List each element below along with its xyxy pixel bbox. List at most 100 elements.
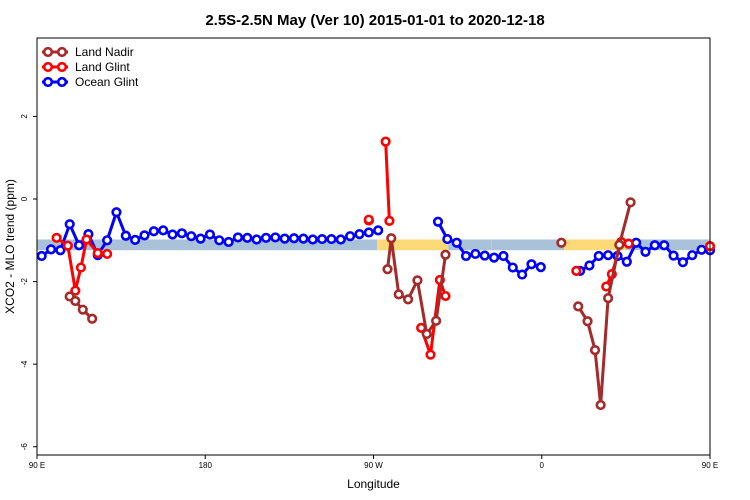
trend-band-2	[448, 239, 492, 251]
ocean-glint-point-0-4	[73, 240, 85, 251]
ocean-glint-point-0-30	[316, 233, 328, 245]
x-tick-label-4: 90 E	[702, 461, 718, 470]
ocean-glint-point-1-1	[442, 233, 453, 245]
land-nadir-point-2-0	[556, 237, 567, 248]
legend-marker-end-ocean-glint	[56, 76, 68, 88]
trend-band-1	[377, 239, 449, 251]
ocean-glint-point-1-7	[498, 250, 509, 262]
land-nadir-point-3-3	[595, 399, 606, 411]
y-axis: 2 0 -2 -4 -6	[20, 114, 37, 450]
land-glint-point-0-3	[75, 262, 87, 273]
legend-label-land-glint: Land Glint	[75, 60, 130, 74]
ocean-glint-point-0-18	[204, 229, 216, 240]
legend-marker-land-nadir	[42, 46, 54, 58]
ocean-glint-point-2-13	[696, 244, 707, 255]
y-axis-label: XCO2 - MLO trend (ppm)	[3, 179, 17, 314]
ocean-glint-point-0-35	[363, 227, 374, 238]
land-nadir-point-3-4	[603, 293, 614, 304]
ocean-glint-point-0-28	[298, 233, 309, 244]
legend-marker-land-glint	[42, 61, 54, 73]
ocean-glint-point-1-5	[479, 250, 490, 261]
ocean-glint-point-0-32	[335, 234, 346, 245]
land-nadir-point-1-2	[393, 289, 404, 300]
land-nadir-point-1-7	[440, 249, 451, 260]
ocean-glint-point-1-6	[488, 252, 500, 263]
ocean-glint-point-1-9	[517, 269, 528, 280]
ocean-glint-point-0-21	[232, 232, 244, 243]
land-glint-point-5-0	[571, 265, 582, 276]
land-glint-point-6-3	[623, 238, 634, 249]
land-nadir-point-3-2	[589, 345, 601, 356]
land-nadir-point-1-4	[412, 275, 423, 286]
trend-band-0	[37, 239, 378, 251]
ocean-glint-point-2-12	[687, 250, 698, 261]
land-nadir-point-3-5	[614, 239, 625, 250]
land-nadir-point-1-6	[431, 315, 442, 326]
land-nadir-point-1-3	[402, 294, 414, 305]
land-nadir-point-0-3	[87, 313, 98, 324]
x-tick-label-0: 90 E	[29, 461, 45, 470]
legend-marker-ocean-glint	[42, 76, 54, 88]
land-nadir-point-3-1	[582, 316, 593, 327]
ocean-glint-point-2-1	[584, 260, 595, 271]
legend-label-ocean-glint: Ocean Glint	[75, 75, 139, 89]
land-glint-point-0-5	[92, 248, 103, 259]
ocean-glint-point-1-0	[432, 216, 444, 227]
x-tick-label-2: 90 W	[364, 461, 383, 470]
ocean-glint-point-0-36	[373, 225, 384, 236]
ocean-glint-point-2-9	[659, 240, 670, 251]
ocean-glint-point-0-14	[167, 229, 178, 240]
series-land-nadir	[64, 197, 636, 411]
ocean-glint-point-0-29	[307, 234, 318, 245]
ocean-glint-point-0-17	[195, 233, 206, 244]
land-glint-point-3-1	[384, 215, 395, 227]
ocean-glint-point-0-31	[326, 233, 337, 245]
legend-marker-end-land-glint	[56, 61, 68, 73]
y-tick-label-0: 2	[20, 114, 29, 119]
ocean-glint-point-2-7	[640, 246, 651, 257]
land-nadir-point-0-2	[77, 304, 88, 315]
ocean-glint-point-0-12	[148, 226, 159, 237]
ocean-glint-point-0-22	[242, 232, 253, 243]
ocean-glint-point-0-8	[111, 207, 122, 218]
land-glint-line-3	[384, 141, 391, 221]
ocean-glint-point-0-24	[260, 232, 272, 243]
ocean-glint-point-0-3	[64, 219, 75, 230]
ocean-glint-point-2-2	[593, 250, 604, 262]
land-nadir-line-3	[576, 201, 632, 407]
ocean-glint-point-0-27	[288, 233, 300, 244]
ocean-glint-point-0-1	[45, 244, 57, 255]
ocean-glint-point-0-20	[223, 236, 234, 248]
x-tick-label-3: 0	[540, 461, 545, 470]
land-glint-point-0-1	[62, 240, 73, 251]
y-tick-label-1: 0	[20, 196, 29, 201]
land-glint-point-0-2	[70, 285, 81, 296]
ocean-glint-point-0-19	[214, 235, 225, 246]
ocean-glint-point-0-2	[55, 245, 66, 256]
series-layer	[36, 136, 716, 411]
land-glint-point-0-6	[102, 248, 113, 260]
land-glint-point-4-3	[440, 290, 451, 302]
ocean-glint-point-0-26	[279, 233, 290, 244]
land-glint-point-3-0	[380, 136, 391, 147]
ocean-glint-point-0-33	[345, 231, 356, 242]
land-nadir-point-0-1	[70, 295, 81, 307]
ocean-glint-point-2-5	[621, 256, 632, 267]
x-tick-label-1: 180	[199, 461, 213, 470]
ocean-glint-point-1-8	[507, 262, 518, 273]
ocean-glint-point-0-15	[176, 228, 187, 239]
ocean-glint-point-2-8	[649, 240, 660, 251]
ocean-glint-point-0-34	[354, 229, 365, 240]
trend-band-4	[564, 239, 626, 251]
ocean-glint-point-1-2	[451, 237, 462, 248]
ocean-glint-point-1-10	[526, 259, 537, 270]
land-nadir-point-1-1	[386, 233, 397, 244]
land-glint-point-0-4	[81, 234, 92, 245]
ocean-glint-point-0-25	[270, 232, 281, 243]
x-axis-label: Longitude	[347, 477, 400, 491]
land-nadir-point-1-0	[382, 264, 393, 275]
ocean-glint-point-0-23	[251, 234, 262, 245]
ocean-glint-point-2-11	[677, 257, 688, 268]
